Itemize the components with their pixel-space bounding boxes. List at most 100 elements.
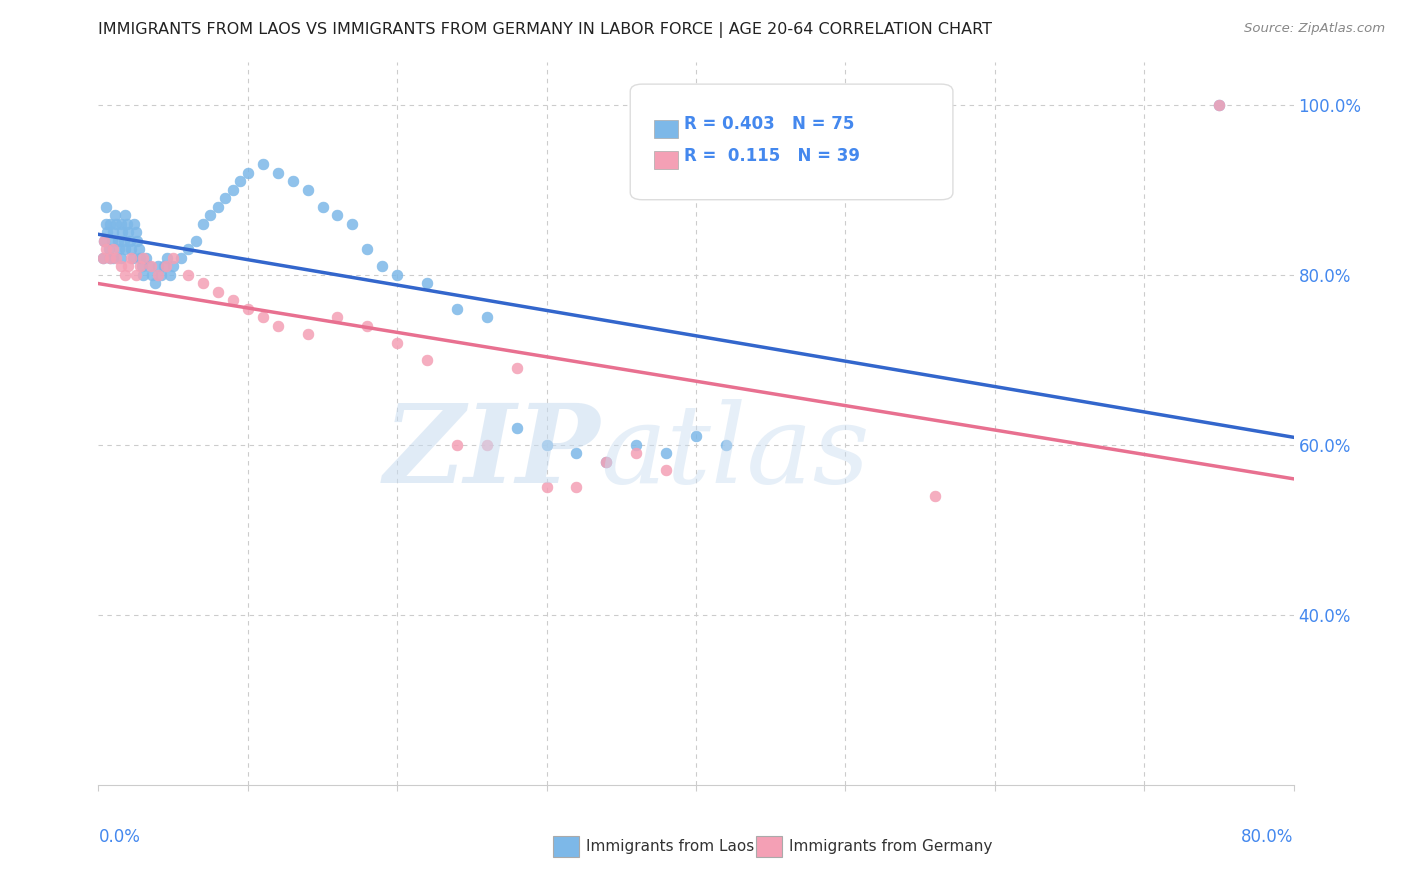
Point	[446, 301, 468, 316]
Point	[281, 174, 304, 188]
Point	[267, 318, 290, 333]
FancyBboxPatch shape	[654, 151, 678, 169]
Point	[565, 480, 588, 494]
Text: Immigrants from Germany: Immigrants from Germany	[789, 838, 993, 854]
Point	[153, 260, 176, 274]
Text: atlas: atlas	[600, 399, 870, 507]
FancyBboxPatch shape	[756, 836, 782, 857]
Point	[191, 277, 214, 291]
Point	[475, 438, 498, 452]
Text: 80.0%: 80.0%	[1241, 829, 1294, 847]
Point	[127, 234, 149, 248]
Point	[159, 268, 181, 282]
Point	[117, 226, 139, 240]
Point	[595, 455, 617, 469]
Point	[177, 243, 200, 257]
Point	[162, 251, 184, 265]
Point	[229, 174, 252, 188]
Point	[110, 251, 132, 265]
Point	[416, 277, 439, 291]
Point	[103, 251, 125, 265]
Text: R = 0.403   N = 75: R = 0.403 N = 75	[685, 115, 855, 133]
Text: R =  0.115   N = 39: R = 0.115 N = 39	[685, 147, 860, 165]
Point	[108, 243, 131, 257]
Point	[565, 446, 588, 460]
Point	[214, 191, 236, 205]
Point	[125, 268, 148, 282]
Point	[117, 260, 139, 274]
Point	[132, 268, 155, 282]
Point	[135, 251, 157, 265]
Point	[98, 217, 122, 231]
Point	[626, 438, 648, 452]
Point	[111, 226, 134, 240]
Point	[184, 234, 207, 248]
Point	[91, 251, 114, 265]
Point	[143, 277, 166, 291]
Point	[536, 480, 558, 494]
Point	[129, 251, 152, 265]
Point	[924, 489, 946, 503]
Point	[207, 200, 229, 214]
Point	[121, 251, 143, 265]
Point	[105, 217, 128, 231]
Point	[115, 217, 138, 231]
Point	[103, 226, 125, 240]
Text: 0.0%: 0.0%	[98, 829, 141, 847]
Point	[125, 226, 148, 240]
Point	[94, 200, 117, 214]
Point	[103, 243, 125, 257]
FancyBboxPatch shape	[553, 836, 579, 857]
Point	[297, 183, 319, 197]
Point	[342, 217, 364, 231]
Point	[475, 310, 498, 325]
Point	[252, 157, 274, 171]
Point	[162, 260, 184, 274]
Text: IMMIGRANTS FROM LAOS VS IMMIGRANTS FROM GERMANY IN LABOR FORCE | AGE 20-64 CORRE: IMMIGRANTS FROM LAOS VS IMMIGRANTS FROM …	[98, 22, 993, 38]
Point	[267, 166, 290, 180]
FancyBboxPatch shape	[630, 84, 953, 200]
Point	[1208, 98, 1230, 112]
Point	[114, 209, 136, 223]
Point	[626, 446, 648, 460]
Point	[326, 310, 349, 325]
Point	[446, 438, 468, 452]
Point	[356, 318, 378, 333]
Point	[120, 251, 142, 265]
Point	[169, 251, 191, 265]
Point	[139, 260, 162, 274]
Point	[97, 243, 120, 257]
Point	[222, 293, 245, 308]
Point	[124, 217, 146, 231]
Point	[150, 268, 173, 282]
Point	[114, 243, 136, 257]
Point	[129, 260, 152, 274]
Point	[311, 200, 333, 214]
Point	[236, 301, 259, 316]
Point	[104, 209, 127, 223]
Point	[107, 234, 129, 248]
Point	[112, 234, 135, 248]
Point	[385, 335, 409, 350]
Point	[207, 285, 229, 299]
Point	[714, 438, 737, 452]
Point	[1208, 98, 1230, 112]
Point	[371, 260, 394, 274]
Point	[131, 260, 153, 274]
Point	[96, 226, 118, 240]
Point	[138, 260, 160, 274]
Point	[128, 243, 150, 257]
Point	[114, 268, 136, 282]
Point	[155, 260, 177, 274]
Text: Immigrants from Laos: Immigrants from Laos	[586, 838, 754, 854]
Point	[93, 234, 115, 248]
Point	[536, 438, 558, 452]
Text: Source: ZipAtlas.com: Source: ZipAtlas.com	[1244, 22, 1385, 36]
Point	[132, 251, 155, 265]
Point	[91, 251, 114, 265]
Point	[385, 268, 409, 282]
Point	[98, 251, 122, 265]
Point	[105, 251, 128, 265]
Point	[252, 310, 274, 325]
Point	[156, 251, 179, 265]
